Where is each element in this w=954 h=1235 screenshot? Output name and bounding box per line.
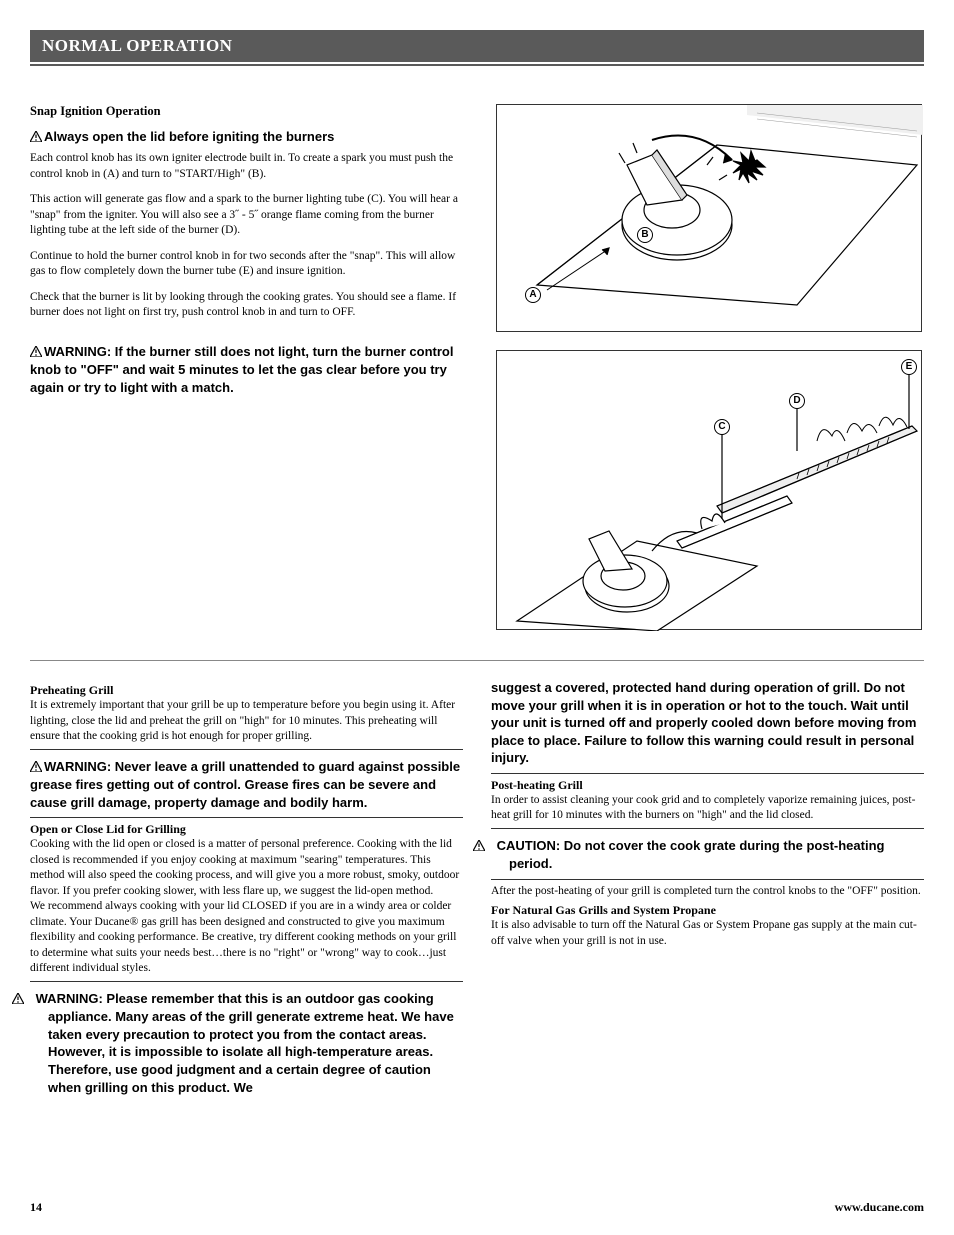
top-section: Snap Ignition Operation Always open the … <box>30 104 924 630</box>
warning-icon <box>30 759 42 777</box>
warning-grease-fire-text: WARNING: Never leave a grill unattended … <box>30 759 460 810</box>
warning-icon <box>30 344 42 362</box>
bottom-right-column: suggest a covered, protected hand during… <box>491 679 924 1102</box>
right-column: A B <box>496 104 924 630</box>
natural-gas-heading: For Natural Gas Grills and System Propan… <box>491 903 924 918</box>
open-lid-heading: Always open the lid before igniting the … <box>30 129 468 145</box>
page-number: 14 <box>30 1200 42 1215</box>
bottom-left-column: Preheating Grill It is extremely importa… <box>30 679 463 1102</box>
post-heating-text: In order to assist cleaning your cook gr… <box>491 793 924 824</box>
caution-cook-grate-text: CAUTION: Do not cover the cook grate dur… <box>497 838 885 872</box>
rule <box>30 981 463 982</box>
warning-grease-fire: WARNING: Never leave a grill unattended … <box>30 758 463 812</box>
open-close-p1: Cooking with the lid open or closed is a… <box>30 837 463 899</box>
header-underline <box>30 64 924 66</box>
bottom-section: Preheating Grill It is extremely importa… <box>30 679 924 1102</box>
natural-gas-text: It is also advisable to turn off the Nat… <box>491 918 924 949</box>
warning-outdoor: WARNING: Please remember that this is an… <box>30 990 463 1096</box>
section-divider <box>30 660 924 661</box>
section-header: NORMAL OPERATION <box>30 30 924 62</box>
warning-no-light: WARNING: If the burner still does not li… <box>30 343 468 397</box>
label-e: E <box>901 359 917 375</box>
rule <box>491 773 924 774</box>
rule <box>30 749 463 750</box>
rule <box>30 817 463 818</box>
snap-ignition-heading: Snap Ignition Operation <box>30 104 468 119</box>
para-4: Check that the burner is lit by looking … <box>30 290 468 321</box>
warning-outdoor-cont: suggest a covered, protected hand during… <box>491 679 924 767</box>
caution-cook-grate: CAUTION: Do not cover the cook grate dur… <box>491 837 924 873</box>
preheating-heading: Preheating Grill <box>30 683 463 698</box>
para-1: Each control knob has its own igniter el… <box>30 151 468 182</box>
para-2: This action will generate gas flow and a… <box>30 192 468 239</box>
left-column: Snap Ignition Operation Always open the … <box>30 104 468 630</box>
rule <box>491 879 924 880</box>
label-d: D <box>789 393 805 409</box>
open-close-heading: Open or Close Lid for Grilling <box>30 822 463 837</box>
warning-icon <box>30 130 42 145</box>
open-close-p2: We recommend always cooking with your li… <box>30 899 463 977</box>
warning-no-light-text: WARNING: If the burner still does not li… <box>30 344 454 395</box>
label-b: B <box>637 227 653 243</box>
diagram-burner: C D E <box>496 350 922 630</box>
after-postheat-text: After the post-heating of your grill is … <box>491 884 924 900</box>
post-heating-heading: Post-heating Grill <box>491 778 924 793</box>
preheating-text: It is extremely important that your gril… <box>30 698 463 745</box>
label-a: A <box>525 287 541 303</box>
section-header-title: NORMAL OPERATION <box>42 36 232 55</box>
footer-url: www.ducane.com <box>835 1200 924 1215</box>
diagram-knob-svg <box>497 105 923 333</box>
para-3: Continue to hold the burner control knob… <box>30 249 468 280</box>
open-lid-heading-text: Always open the lid before igniting the … <box>44 129 334 144</box>
diagram-knob: A B <box>496 104 922 332</box>
rule <box>491 828 924 829</box>
warning-outdoor-text: WARNING: Please remember that this is an… <box>36 991 454 1095</box>
diagram-burner-svg <box>497 351 923 631</box>
page-footer: 14 www.ducane.com <box>30 1200 924 1215</box>
label-c: C <box>714 419 730 435</box>
